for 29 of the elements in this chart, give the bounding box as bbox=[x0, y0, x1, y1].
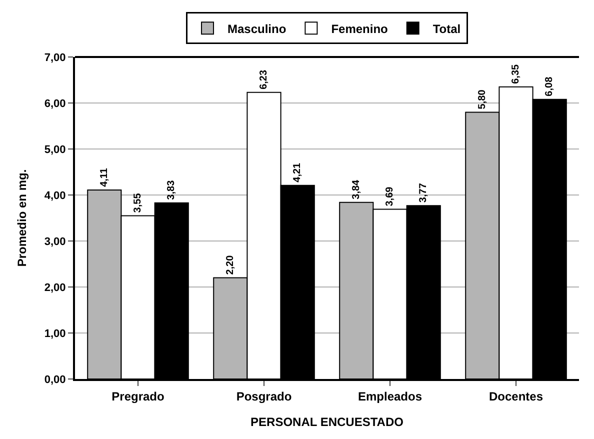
y-axis-title: Promedio en mg. bbox=[15, 169, 30, 267]
legend-label: Total bbox=[432, 22, 461, 36]
x-tick-label: Pregrado bbox=[112, 389, 164, 404]
y-tick-label: 2,00 bbox=[44, 282, 66, 294]
data-label: 6,08 bbox=[544, 76, 556, 96]
y-tick-label: 0,00 bbox=[44, 374, 66, 386]
legend-label: Femenino bbox=[331, 22, 388, 36]
y-tick-label: 3,00 bbox=[44, 236, 66, 248]
data-label: 3,84 bbox=[350, 179, 362, 200]
legend-label: Masculino bbox=[228, 22, 286, 36]
x-tick-label: Empleados bbox=[358, 389, 422, 404]
x-axis-title: PERSONAL ENCUESTADO bbox=[250, 414, 404, 429]
data-label: 4,11 bbox=[98, 168, 110, 187]
y-tick-label: 5,00 bbox=[44, 144, 66, 156]
data-label: 4,21 bbox=[292, 162, 304, 182]
y-tick-label: 6,00 bbox=[44, 98, 66, 110]
data-label: 6,23 bbox=[258, 70, 270, 90]
y-tick-label: 4,00 bbox=[44, 190, 66, 202]
data-label: 3,69 bbox=[384, 186, 396, 206]
data-label: 2,20 bbox=[224, 254, 236, 275]
y-tick-label: 1,00 bbox=[44, 328, 66, 340]
x-tick-label: Docentes bbox=[488, 389, 544, 404]
data-label: 3,83 bbox=[166, 180, 178, 200]
data-label: 3,55 bbox=[132, 192, 144, 213]
x-tick-label: Posgrado bbox=[236, 389, 292, 404]
y-tick-label: 7,00 bbox=[44, 52, 66, 64]
data-label: 5,80 bbox=[476, 89, 488, 110]
data-label: 6,35 bbox=[510, 64, 522, 84]
data-label: 3,77 bbox=[418, 182, 430, 203]
